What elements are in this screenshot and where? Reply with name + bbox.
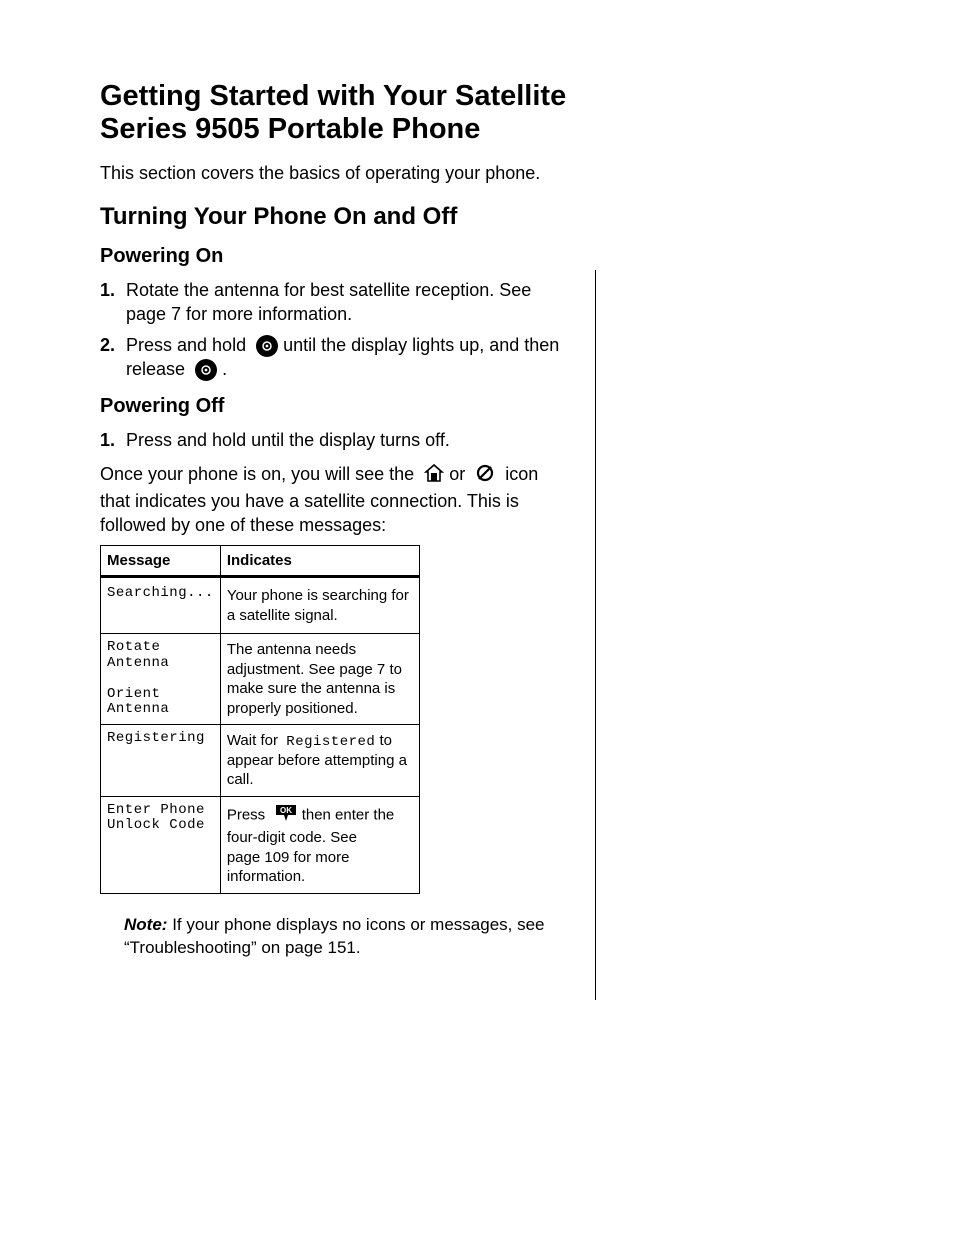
lcd-text: Unlock Code: [107, 818, 214, 833]
power-icon: [195, 359, 217, 381]
step-number: 1.: [100, 278, 115, 302]
lcd-text: Antenna: [107, 656, 214, 671]
text-a: Once your phone is on, you will see the: [100, 464, 419, 484]
svg-text:OK: OK: [280, 806, 292, 815]
powering-on-heading: Powering On: [100, 245, 570, 268]
message-cell: Searching...: [101, 577, 221, 634]
turn-on-off-heading: Turning Your Phone On and Off: [100, 203, 570, 231]
lcd-text: Orient: [107, 687, 214, 702]
powering-off-heading: Powering Off: [100, 395, 570, 418]
lcd-text: Registering: [107, 731, 214, 746]
indicates-cell: The antenna needs adjustment. See page 7…: [220, 634, 419, 725]
power-on-step-2: 2. Press and hold until the display ligh…: [100, 333, 570, 382]
indicates-cell: Press OK then enter the four-digit code.…: [220, 796, 419, 893]
step-text-a: Press and hold: [126, 335, 251, 355]
note-label: Note:: [124, 915, 167, 934]
signal-paragraph: Once your phone is on, you will see the …: [100, 462, 570, 537]
table-row: Registering Wait for Registered to appea…: [101, 725, 420, 797]
col-message: Message: [101, 546, 221, 577]
power-off-steps: 1. Press and hold until the display turn…: [100, 428, 570, 452]
note-text: If your phone displays no icons or messa…: [124, 915, 545, 957]
signal-icon: [475, 463, 495, 489]
note: Note: If your phone displays no icons or…: [124, 914, 570, 960]
ok-icon: OK: [274, 803, 298, 829]
intro-text: This section covers the basics of operat…: [100, 161, 570, 185]
message-cell: Rotate Antenna Orient Antenna: [101, 634, 221, 725]
chapter-title: Getting Started with Your Satellite Seri…: [100, 80, 570, 147]
step-text-c: .: [222, 359, 227, 379]
lcd-text: Registered: [286, 734, 375, 750]
power-icon: [256, 335, 278, 357]
lcd-text: Antenna: [107, 702, 214, 717]
lcd-text: Enter Phone: [107, 803, 214, 818]
main-column: Getting Started with Your Satellite Seri…: [100, 80, 595, 964]
step-number: 2.: [100, 333, 115, 357]
text-a: Wait for: [227, 732, 282, 749]
text-a: Press: [227, 807, 270, 824]
table-row: Rotate Antenna Orient Antenna The antenn…: [101, 634, 420, 725]
table-header-row: Message Indicates: [101, 546, 420, 577]
page: Getting Started with Your Satellite Seri…: [0, 0, 954, 1235]
lcd-text: Searching...: [107, 586, 214, 601]
text-b: or: [449, 464, 470, 484]
power-off-step-1: 1. Press and hold until the display turn…: [100, 428, 570, 452]
power-on-step-1: 1. Rotate the antenna for best satellite…: [100, 278, 570, 327]
table-row: Searching... Your phone is searching for…: [101, 577, 420, 634]
message-cell: Registering: [101, 725, 221, 797]
home-icon: [424, 463, 444, 489]
power-on-steps: 1. Rotate the antenna for best satellite…: [100, 278, 570, 381]
step-number: 1.: [100, 428, 115, 452]
message-cell: Enter Phone Unlock Code: [101, 796, 221, 893]
indicates-cell: Wait for Registered to appear before att…: [220, 725, 419, 797]
column-divider: [595, 270, 596, 1000]
table-row: Enter Phone Unlock Code Press OK then en…: [101, 796, 420, 893]
step-text: Rotate the antenna for best satellite re…: [126, 280, 531, 324]
messages-table: Message Indicates Searching... Your phon…: [100, 545, 420, 894]
lcd-text: Rotate: [107, 640, 214, 655]
col-indicates: Indicates: [220, 546, 419, 577]
indicates-cell: Your phone is searching for a satellite …: [220, 577, 419, 634]
lcd-text: [107, 671, 214, 686]
step-text: Press and hold until the display turns o…: [126, 430, 450, 450]
